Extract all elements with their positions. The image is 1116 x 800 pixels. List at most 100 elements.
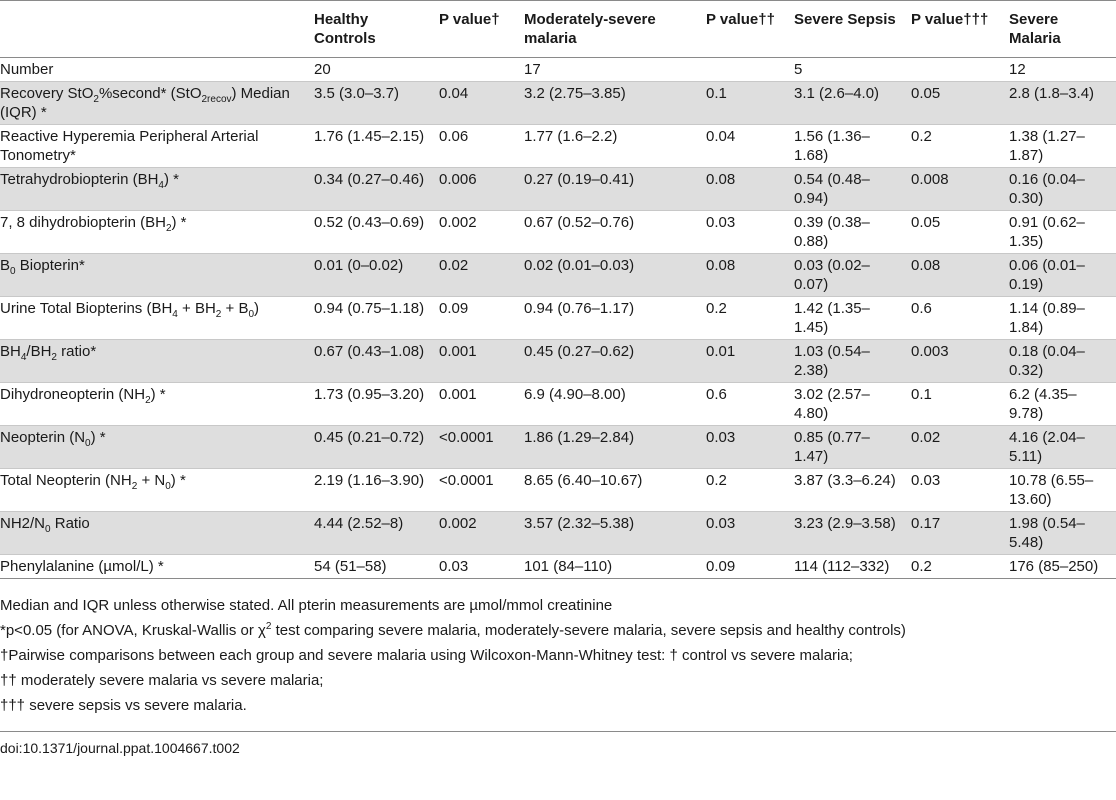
text-fragment: †Pairwise comparisons between each group… bbox=[0, 647, 853, 664]
table-footnotes: Median and IQR unless otherwise stated. … bbox=[0, 579, 1116, 718]
value-cell: 0.27 (0.19–0.41) bbox=[518, 167, 700, 211]
p-value-cell: 0.6 bbox=[700, 382, 788, 426]
header-cell-empty bbox=[0, 0, 308, 58]
p-value-cell: 0.02 bbox=[433, 253, 518, 297]
value-cell: 3.87 (3.3–6.24) bbox=[788, 468, 905, 512]
p-value-cell: 0.02 bbox=[905, 425, 1003, 469]
header-p-value-1: P value† bbox=[433, 0, 518, 58]
results-table: Healthy Controls P value† Moderately-sev… bbox=[0, 0, 1116, 579]
p-value-cell: 0.1 bbox=[905, 382, 1003, 426]
header-healthy-controls: Healthy Controls bbox=[308, 0, 433, 58]
text-fragment: Ratio bbox=[50, 515, 90, 532]
value-cell: 1.76 (1.45–2.15) bbox=[308, 124, 433, 168]
value-cell: 0.45 (0.21–0.72) bbox=[308, 425, 433, 469]
p-value-cell: 0.008 bbox=[905, 167, 1003, 211]
text-fragment: 0 bbox=[248, 309, 255, 320]
text-fragment: ) Median (IQR) * bbox=[0, 85, 290, 121]
p-value-cell: 0.2 bbox=[905, 554, 1003, 579]
value-cell: 3.23 (2.9–3.58) bbox=[788, 511, 905, 555]
value-cell: 0.94 (0.76–1.17) bbox=[518, 296, 700, 340]
p-value-cell: <0.0001 bbox=[433, 468, 518, 512]
value-cell: 0.16 (0.04–0.30) bbox=[1003, 167, 1116, 211]
value-cell: 10.78 (6.55–13.60) bbox=[1003, 468, 1116, 512]
table-row: Reactive Hyperemia Peripheral Arterial T… bbox=[0, 124, 1116, 168]
text-fragment: 2 bbox=[165, 223, 172, 234]
value-cell: 17 bbox=[518, 57, 700, 82]
table-row: 7, 8 dihydrobiopterin (BH2) * 0.52 (0.43–… bbox=[0, 210, 1116, 254]
table-row: Urine Total Biopterins (BH4 + BH2 + B0) 0… bbox=[0, 296, 1116, 340]
table-row: B0 Biopterin* 0.01 (0–0.02) 0.02 0.02 (0.01… bbox=[0, 253, 1116, 297]
value-cell: 3.5 (3.0–3.7) bbox=[308, 81, 433, 125]
text-fragment: Total Neopterin (NH bbox=[0, 472, 132, 489]
header-severe-sepsis: Severe Sepsis bbox=[788, 0, 905, 58]
row-label: Reactive Hyperemia Peripheral Arterial T… bbox=[0, 124, 308, 168]
row-label: Tetrahydrobiopterin (BH4) * bbox=[0, 167, 308, 211]
p-value-cell: 0.2 bbox=[700, 296, 788, 340]
footnote-line: Median and IQR unless otherwise stated. … bbox=[0, 593, 1116, 618]
p-value-cell: <0.0001 bbox=[433, 425, 518, 469]
text-fragment: 7, 8 dihydrobiopterin (BH bbox=[0, 214, 166, 231]
value-cell: 0.85 (0.77–1.47) bbox=[788, 425, 905, 469]
text-fragment: ) * bbox=[163, 171, 179, 188]
text-fragment: 2 bbox=[145, 395, 151, 406]
text-fragment: + B bbox=[221, 300, 249, 317]
header-p-value-3: P value††† bbox=[905, 0, 1003, 58]
value-cell: 4.44 (2.52–8) bbox=[308, 511, 433, 555]
p-value-cell: 0.08 bbox=[905, 253, 1003, 297]
table-row: NH2/N0 Ratio 4.44 (2.52–8) 0.002 3.57 (2.32… bbox=[0, 511, 1116, 555]
value-cell: 0.67 (0.52–0.76) bbox=[518, 210, 700, 254]
text-fragment: 0 bbox=[45, 524, 51, 535]
text-fragment: NH2/N bbox=[0, 515, 46, 532]
value-cell: 0.54 (0.48–0.94) bbox=[788, 167, 905, 211]
text-fragment: *p<0.05 (for ANOVA, Kruskal-Wallis or χ bbox=[0, 622, 266, 639]
value-cell: 114 (112–332) bbox=[788, 554, 905, 579]
row-label: BH4/BH2 ratio* bbox=[0, 339, 308, 383]
p-value-cell: 0.001 bbox=[433, 339, 518, 383]
p-value-cell: 0.08 bbox=[700, 253, 788, 297]
value-cell: 1.86 (1.29–2.84) bbox=[518, 425, 700, 469]
value-cell: 1.98 (0.54–5.48) bbox=[1003, 511, 1116, 555]
p-value-cell: 0.006 bbox=[433, 167, 518, 211]
text-fragment: B bbox=[0, 257, 11, 274]
value-cell: 12 bbox=[1003, 57, 1116, 82]
row-label: Recovery StO2%second* (StO2recov) Median… bbox=[0, 81, 308, 125]
p-value-cell: 0.09 bbox=[433, 296, 518, 340]
p-value-cell: 0.05 bbox=[905, 81, 1003, 125]
p-value-cell: 0.03 bbox=[700, 210, 788, 254]
text-fragment: ) bbox=[254, 300, 260, 317]
row-label: Urine Total Biopterins (BH4 + BH2 + B0) bbox=[0, 296, 308, 340]
row-label: Dihydroneopterin (NH2) * bbox=[0, 382, 308, 426]
value-cell: 0.45 (0.27–0.62) bbox=[518, 339, 700, 383]
text-fragment: Urine Total Biopterins (BH bbox=[0, 300, 173, 317]
value-cell: 101 (84–110) bbox=[518, 554, 700, 579]
value-cell: 0.52 (0.43–0.69) bbox=[308, 210, 433, 254]
value-cell: 0.02 (0.01–0.03) bbox=[518, 253, 700, 297]
p-value-cell: 0.6 bbox=[905, 296, 1003, 340]
row-label: Number bbox=[0, 57, 308, 82]
table-row: Tetrahydrobiopterin (BH4) * 0.34 (0.27–0.… bbox=[0, 167, 1116, 211]
value-cell: 0.01 (0–0.02) bbox=[308, 253, 433, 297]
value-cell: 4.16 (2.04–5.11) bbox=[1003, 425, 1116, 469]
text-fragment: ) * bbox=[150, 386, 166, 403]
value-cell: 54 (51–58) bbox=[308, 554, 433, 579]
value-cell: 1.73 (0.95–3.20) bbox=[308, 382, 433, 426]
p-value-cell: 0.06 bbox=[433, 124, 518, 168]
p-value-cell: 0.03 bbox=[700, 425, 788, 469]
table-row: Dihydroneopterin (NH2) * 1.73 (0.95–3.20)… bbox=[0, 382, 1116, 426]
value-cell: 0.34 (0.27–0.46) bbox=[308, 167, 433, 211]
text-fragment: 0 bbox=[165, 481, 171, 492]
text-fragment: ) * bbox=[171, 214, 187, 231]
text-fragment: Tetrahydrobiopterin (BH bbox=[0, 171, 159, 188]
row-label: Total Neopterin (NH2 + N0) * bbox=[0, 468, 308, 512]
text-fragment: 2 bbox=[265, 621, 272, 632]
value-cell: 3.57 (2.32–5.38) bbox=[518, 511, 700, 555]
header-moderately-severe-malaria: Moderately-severe malaria bbox=[518, 0, 700, 58]
header-row: Healthy Controls P value† Moderately-sev… bbox=[0, 0, 1116, 58]
text-fragment: 2 bbox=[93, 94, 99, 105]
text-fragment: ) * bbox=[170, 472, 186, 489]
text-fragment: 4 bbox=[20, 352, 27, 363]
row-label: Phenylalanine (µmol/L) * bbox=[0, 554, 308, 579]
text-fragment: Dihydroneopterin (NH bbox=[0, 386, 146, 403]
p-value-cell: 0.09 bbox=[700, 554, 788, 579]
p-value-cell: 0.01 bbox=[700, 339, 788, 383]
